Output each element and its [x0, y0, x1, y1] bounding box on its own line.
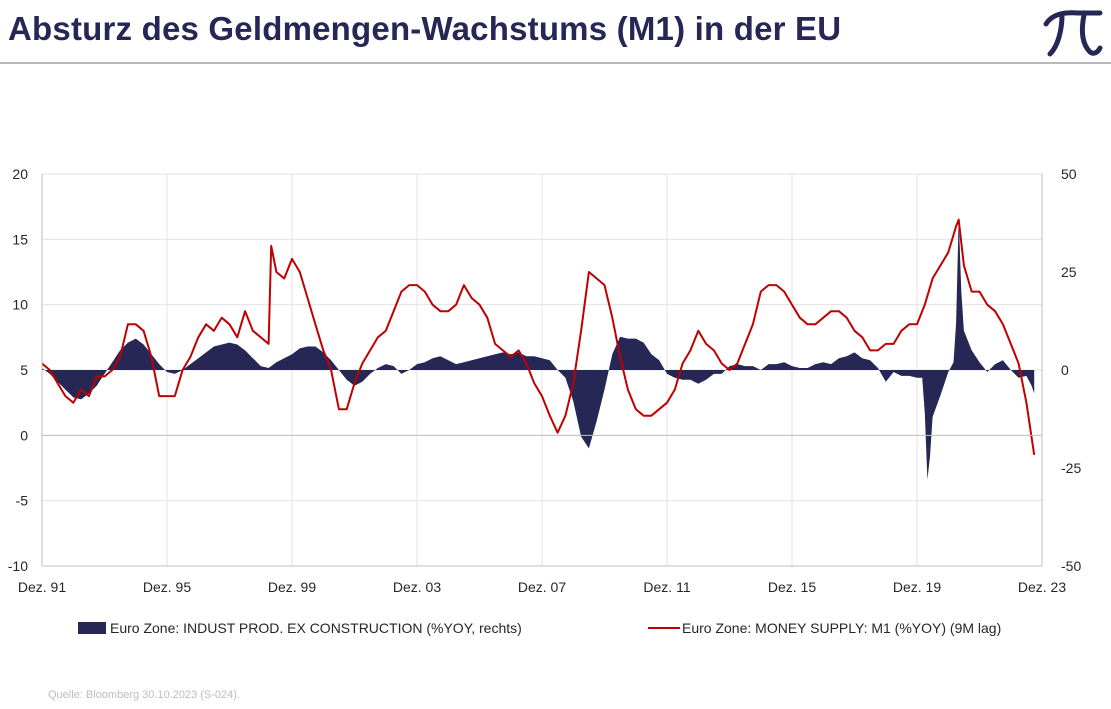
y-left-tick-label: -5	[16, 493, 29, 509]
page-title: Absturz des Geldmengen-Wachstums (M1) in…	[8, 10, 842, 47]
series-area-layer	[42, 217, 1035, 480]
y-right-tick-label: 0	[1061, 362, 1069, 378]
legend-swatch-area	[78, 622, 106, 634]
chart-axes	[41, 174, 1043, 567]
y-right-tick-label: 25	[1061, 264, 1077, 280]
series-industrial-production-area	[42, 217, 1035, 480]
y-left-tick-label: 5	[20, 362, 28, 378]
y-right-tick-label: -50	[1061, 558, 1081, 574]
pi-logo-icon	[1040, 4, 1104, 60]
legend-label: Euro Zone: MONEY SUPPLY: M1 (%YOY) (9M l…	[682, 620, 1002, 636]
x-tick-label: Dez. 91	[18, 579, 66, 595]
y-left-tick-label: 10	[12, 297, 28, 313]
header-divider	[0, 62, 1111, 64]
x-tick-label: Dez. 11	[643, 579, 690, 595]
source-note: Quelle: Bloomberg 30.10.2023 (S-024).	[48, 689, 241, 701]
legend-item-money-supply: Euro Zone: MONEY SUPPLY: M1 (%YOY) (9M l…	[648, 620, 1001, 636]
x-tick-label: Dez. 03	[393, 579, 441, 595]
x-axis-ticks: Dez. 91 Dez. 95 Dez. 99 Dez. 03 Dez. 07 Dez. …	[18, 579, 1066, 595]
x-tick-label: Dez. 19	[893, 579, 941, 595]
y-right-tick-label: 50	[1061, 166, 1077, 182]
y-left-tick-label: -10	[8, 558, 28, 574]
x-tick-label: Dez. 15	[768, 579, 816, 595]
left-axis-ticks: 20 15 10 5 0 -5 -10	[8, 166, 28, 574]
y-left-tick-label: 0	[20, 427, 28, 443]
legend-label: Euro Zone: INDUST PROD. EX CONSTRUCTION …	[110, 620, 522, 636]
y-right-tick-label: -25	[1061, 460, 1081, 476]
y-left-tick-label: 20	[12, 166, 28, 182]
legend-item-industrial-production: Euro Zone: INDUST PROD. EX CONSTRUCTION …	[78, 620, 522, 636]
right-axis-ticks: 50 25 0 -25 -50	[1061, 166, 1081, 574]
series-money-supply-line	[41, 218, 1036, 456]
x-tick-label: Dez. 95	[143, 579, 191, 595]
y-left-tick-label: 15	[12, 231, 28, 247]
legend-swatch-line	[648, 627, 680, 629]
x-tick-label: Dez. 07	[518, 579, 566, 595]
x-tick-label: Dez. 99	[268, 579, 316, 595]
x-tick-label: Dez. 23	[1018, 579, 1066, 595]
series-line-layer	[41, 218, 1036, 456]
